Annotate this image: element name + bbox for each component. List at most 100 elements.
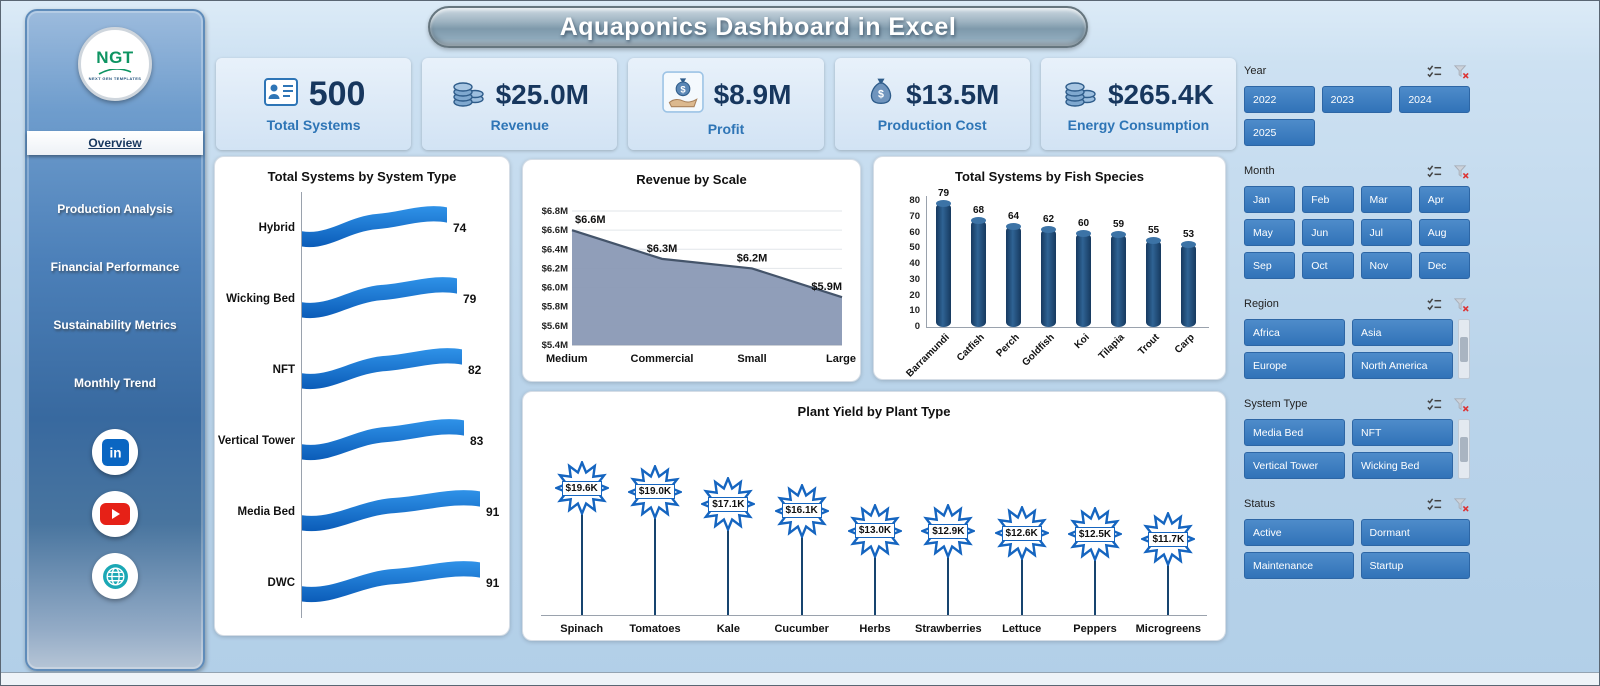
filter-option-2025[interactable]: 2025 <box>1244 119 1315 146</box>
ribbon-bar <box>302 276 457 318</box>
bar <box>1181 240 1196 327</box>
value-label: $12.5K <box>1074 526 1116 542</box>
filter-option-jul[interactable]: Jul <box>1360 219 1412 246</box>
kpi-card-profit: $ $8.9M Profit <box>628 58 824 150</box>
sidebar-item-financial-performance[interactable]: Financial Performance <box>27 255 203 279</box>
linkedin-icon[interactable]: in <box>92 429 138 475</box>
clear-filter-icon[interactable] <box>1452 395 1470 413</box>
filter-option-jun[interactable]: Jun <box>1302 219 1354 246</box>
filter-option-maintenance[interactable]: Maintenance <box>1244 552 1354 579</box>
value-label: $12.6K <box>1001 525 1042 541</box>
kpi-card-energy-consumption: $265.4K Energy Consumption <box>1040 58 1236 150</box>
chart-plant-yield-by-plant-type: Plant Yield by Plant Type $19.6K Spinach $… <box>522 391 1226 641</box>
kpi-value: 500 <box>308 75 366 113</box>
category-label: Wicking Bed <box>226 292 295 305</box>
filter-option-nft[interactable]: NFT <box>1352 419 1453 446</box>
filter-option-dormant[interactable]: Dormant <box>1360 519 1470 546</box>
ribbon-row: Hybrid 74 <box>215 192 509 263</box>
sidebar: NGT NEXT GEN TEMPLATES Overview Productio… <box>25 9 205 671</box>
svg-text:in: in <box>109 445 121 460</box>
kpi-value: $265.4K <box>1107 78 1214 110</box>
filter-option-may[interactable]: May <box>1244 219 1296 246</box>
kpi-label: Profit <box>707 121 745 137</box>
value-label: 83 <box>470 433 484 448</box>
y-tick-label: 30 <box>909 273 920 285</box>
kpi-value: $25.0M <box>495 78 589 110</box>
filter-option-europe[interactable]: Europe <box>1244 352 1345 379</box>
filter-option-active[interactable]: Active <box>1244 519 1354 546</box>
stem <box>1167 539 1170 615</box>
filter-option-apr[interactable]: Apr <box>1418 186 1470 213</box>
filter-scrollbar[interactable] <box>1458 319 1470 379</box>
filter-option-vertical-tower[interactable]: Vertical Tower <box>1244 452 1345 479</box>
filter-option-nov[interactable]: Nov <box>1360 252 1412 279</box>
filter-option-north-america[interactable]: North America <box>1352 352 1453 379</box>
clear-filter-icon[interactable] <box>1452 295 1470 313</box>
y-tick-label: 0 <box>914 321 920 332</box>
value-label: 53 <box>1182 228 1195 240</box>
value-label: $19.6K <box>561 480 602 496</box>
multi-select-icon[interactable] <box>1425 495 1443 513</box>
filter-option-africa[interactable]: Africa <box>1244 319 1345 346</box>
filter-option-feb[interactable]: Feb <box>1302 186 1354 213</box>
filter-group-system-type: System Type Media Bed NFT Vertical Tower Wi… <box>1244 394 1470 479</box>
multi-select-icon[interactable] <box>1425 395 1443 413</box>
svg-text:$5.6M: $5.6M <box>541 321 567 332</box>
filter-option-dec[interactable]: Dec <box>1418 252 1470 279</box>
filter-option-media-bed[interactable]: Media Bed <box>1244 419 1345 446</box>
filter-title: Year <box>1244 65 1267 77</box>
category-label: Peppers <box>1073 623 1117 635</box>
website-icon[interactable] <box>92 553 138 599</box>
ribbon-chart: Hybrid 74 Wicking Bed 79 NFT 82 Vertical… <box>215 192 509 618</box>
clear-filter-icon[interactable] <box>1452 162 1470 180</box>
clear-filter-icon[interactable] <box>1452 62 1470 80</box>
youtube-icon[interactable] <box>92 491 138 537</box>
category-label: Vertical Tower <box>217 434 295 447</box>
chart-title: Total Systems by System Type <box>267 169 457 184</box>
stem <box>1094 534 1096 615</box>
sidebar-item-label: Sustainability Metrics <box>53 318 177 332</box>
filter-option-aug[interactable]: Aug <box>1418 219 1470 246</box>
filter-title: System Type <box>1244 398 1308 410</box>
sidebar-item-label: Monthly Trend <box>74 376 156 390</box>
filter-option-oct[interactable]: Oct <box>1302 252 1354 279</box>
filter-option-mar[interactable]: Mar <box>1360 186 1412 213</box>
chart-title: Plant Yield by Plant Type <box>797 404 951 419</box>
filter-option-wicking-bed[interactable]: Wicking Bed <box>1352 452 1453 479</box>
category-label: Microgreens <box>1135 623 1202 635</box>
id-card-icon <box>262 75 300 114</box>
filter-option-asia[interactable]: Asia <box>1352 319 1453 346</box>
star-marker: $12.5K <box>1068 507 1122 561</box>
y-tick-label: 70 <box>909 210 920 222</box>
svg-text:$6.0M: $6.0M <box>541 283 567 294</box>
sidebar-item-monthly-trend[interactable]: Monthly Trend <box>27 371 203 395</box>
sidebar-item-production-analysis[interactable]: Production Analysis <box>27 197 203 221</box>
filter-option-2024[interactable]: 2024 <box>1399 86 1470 113</box>
filter-option-2023[interactable]: 2023 <box>1321 86 1393 113</box>
hand-money-icon: $ <box>661 71 705 118</box>
multi-select-icon[interactable] <box>1425 295 1443 313</box>
svg-text:Medium: Medium <box>546 353 588 365</box>
filter-option-sep[interactable]: Sep <box>1244 252 1296 279</box>
multi-select-icon[interactable] <box>1425 62 1443 80</box>
area-chart: $5.4M $5.6M $5.8M $6.0M $6.2M $6.4M $6.6M $6.8M… <box>523 187 860 377</box>
filter-option-jan[interactable]: Jan <box>1244 186 1296 213</box>
sidebar-item-overview[interactable]: Overview <box>27 131 203 155</box>
value-label: 64 <box>1007 211 1020 223</box>
bar-chart: 0 10 20 30 40 50 60 70 80 79 Barramundi 68 Catfish 64… <box>874 186 1225 379</box>
stem <box>947 531 950 615</box>
filter-option-2022[interactable]: 2022 <box>1244 86 1315 113</box>
y-tick-label: 50 <box>909 242 920 254</box>
clear-filter-icon[interactable] <box>1452 495 1470 513</box>
chart-title: Total Systems by Fish Species <box>954 169 1145 184</box>
value-label: 62 <box>1042 214 1055 226</box>
value-label: $16.1K <box>781 503 822 519</box>
multi-select-icon[interactable] <box>1425 162 1443 180</box>
filter-option-startup[interactable]: Startup <box>1360 552 1470 579</box>
category-label: Tomatoes <box>629 623 681 635</box>
bottom-strip <box>1 672 1599 685</box>
filter-scrollbar[interactable] <box>1458 419 1470 479</box>
sidebar-item-sustainability-metrics[interactable]: Sustainability Metrics <box>27 313 203 337</box>
filter-group-region: Region Africa Asia Europe North America <box>1244 294 1470 379</box>
